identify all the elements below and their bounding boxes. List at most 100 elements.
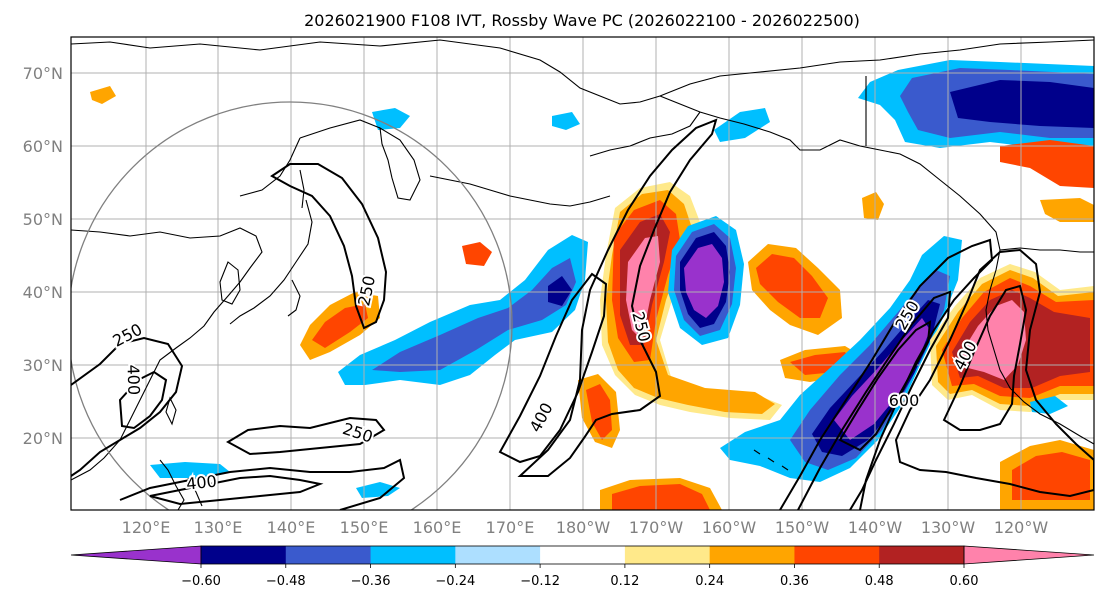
lon-label: 130°W (921, 518, 976, 537)
colorbar-swatch (794, 546, 880, 564)
negative-anomaly-central-pacific-mid (372, 258, 576, 372)
colorbar-swatch (624, 546, 711, 564)
graticule (71, 37, 1094, 510)
colorbar-tick-label: 0.48 (865, 574, 894, 589)
ivt-contour-subtropic-600 (838, 320, 932, 452)
negative-anomaly-bering (372, 108, 410, 130)
lon-label: 120°E (122, 518, 171, 537)
colorbar-swatch (709, 546, 795, 564)
coastline-asia (71, 39, 1094, 105)
colorbar-swatch (201, 546, 287, 564)
colorbar-extend-low (70, 545, 202, 565)
colorbar-tick-label: −0.60 (181, 574, 221, 589)
ivt-contour-south-400 (149, 474, 324, 506)
positive-anomaly-california-core (962, 300, 1026, 380)
coastline-hawaii (753, 449, 789, 471)
coastline-china-korea (71, 227, 263, 481)
coastline-north-america-west (985, 249, 1094, 445)
colorbar-tick-label: −0.12 (520, 574, 560, 589)
negative-anomaly-subtropical-outer (720, 236, 962, 482)
negative-anomaly-central-pacific (338, 235, 588, 385)
ivt-contour-dateline-250 (517, 118, 718, 477)
positive-anomaly-subtropical-small-core (586, 384, 612, 440)
lon-label: 140°W (848, 518, 903, 537)
coastline-taiwan (165, 396, 177, 426)
map-area: 250 400 250 400 250 400 250 400 600 250 … (71, 37, 1094, 510)
colorbar-swatch (540, 546, 626, 564)
colorbar-tick-label: 0.60 (950, 574, 979, 589)
colorbar: −0.60 −0.48 −0.36 −0.24 −0.12 0.12 0.24 0.36 0.4… (70, 545, 1095, 589)
positive-anomaly-alaska-coast (862, 192, 884, 220)
colorbar-swatch (370, 546, 456, 564)
coastline-kamchatka (379, 126, 421, 201)
negative-anomaly-bering-east (552, 112, 580, 130)
colorbar-tick-label: −0.48 (266, 574, 306, 589)
lon-label: 160°W (702, 518, 757, 537)
coastline-okhotsk (239, 119, 381, 197)
colorbar-tick-label: −0.36 (351, 574, 391, 589)
colorbar-tick-label: −0.24 (435, 574, 475, 589)
lat-label: 70°N (23, 64, 63, 83)
lat-label: 30°N (23, 356, 63, 375)
positive-anomaly-60n-west (90, 86, 116, 104)
ivt-contour-east-250 (894, 248, 1094, 498)
ivt-contour-dateline-400 (498, 272, 608, 464)
negative-anomaly-east-dateline-core (684, 244, 724, 318)
ivt-contours (71, 118, 1094, 510)
lon-label: 120°W (994, 518, 1049, 537)
lon-label: 170°E (486, 518, 535, 537)
lon-label: 150°W (775, 518, 830, 537)
ivt-contour-japan-250 (270, 163, 388, 330)
region-circle (71, 101, 513, 510)
positive-anomaly-midpacific-small (462, 242, 492, 266)
longitude-labels: 120°E 130°E 140°E 150°E 160°E 170°E 180°… (122, 518, 1049, 537)
coastline-sakhalin (299, 169, 305, 209)
colorbar-tick-label: 0.36 (780, 574, 809, 589)
colorbar-swatch (455, 546, 541, 564)
lon-label: 140°E (267, 518, 316, 537)
colorbar-swatch (879, 546, 965, 564)
map-frame (70, 36, 1095, 511)
colorbar-swatch (285, 546, 372, 564)
map-title: 2026021900 F108 IVT, Rossby Wave PC (202… (304, 11, 860, 30)
coastline-alaska (589, 95, 1001, 251)
lat-label: 20°N (23, 429, 63, 448)
positive-anomaly-japan-core (312, 304, 368, 348)
coastline-korea-peninsula (219, 261, 241, 305)
ivt-contour-south-250-b (119, 458, 406, 510)
lat-label: 40°N (23, 283, 63, 302)
positive-anomaly-south-central-core (612, 484, 710, 510)
coastlines (71, 39, 1094, 510)
lat-label: 60°N (23, 137, 63, 156)
border-canada-usa (999, 247, 1094, 253)
ivt-contour-subtropic-250 (779, 238, 994, 510)
ivt-contour-west-250 (71, 336, 184, 477)
positive-anomaly-150w-core (756, 254, 828, 318)
negative-anomaly-south-small (356, 482, 400, 498)
negative-anomaly-alaska-west (714, 108, 770, 142)
lon-label: 160°E (413, 518, 462, 537)
contour-label: 600 (889, 391, 920, 410)
ivt-contour-subtropic-400 (797, 290, 952, 510)
latitude-labels: 70°N 60°N 50°N 40°N 30°N 20°N (23, 64, 63, 448)
coastline-japan (229, 199, 313, 325)
colorbar-frame (200, 545, 965, 565)
positive-anomaly-southeast-core (1012, 452, 1090, 500)
lon-label: 170°W (629, 518, 684, 537)
colorbar-tick-label: 0.12 (610, 574, 639, 589)
contour-label: 400 (185, 471, 217, 493)
negative-anomaly-hawaii (1030, 396, 1068, 414)
negative-anomaly-gulf-alaska-core (950, 80, 1094, 128)
contour-label: 400 (123, 364, 143, 395)
negative-anomaly-central-pacific-core (548, 276, 572, 306)
colorbar-extend-high (963, 545, 1095, 565)
ivt-contour-east-400 (942, 284, 1028, 431)
ivt-contour-south-250-a (225, 416, 386, 456)
positive-anomaly-canada (1000, 140, 1094, 188)
positive-anomaly-canada-small (1040, 198, 1094, 222)
colorbar-tick-label: 0.24 (695, 574, 724, 589)
lat-label: 50°N (23, 210, 63, 229)
lon-label: 180°W (556, 518, 611, 537)
ivt-contour-west-400 (118, 370, 168, 430)
